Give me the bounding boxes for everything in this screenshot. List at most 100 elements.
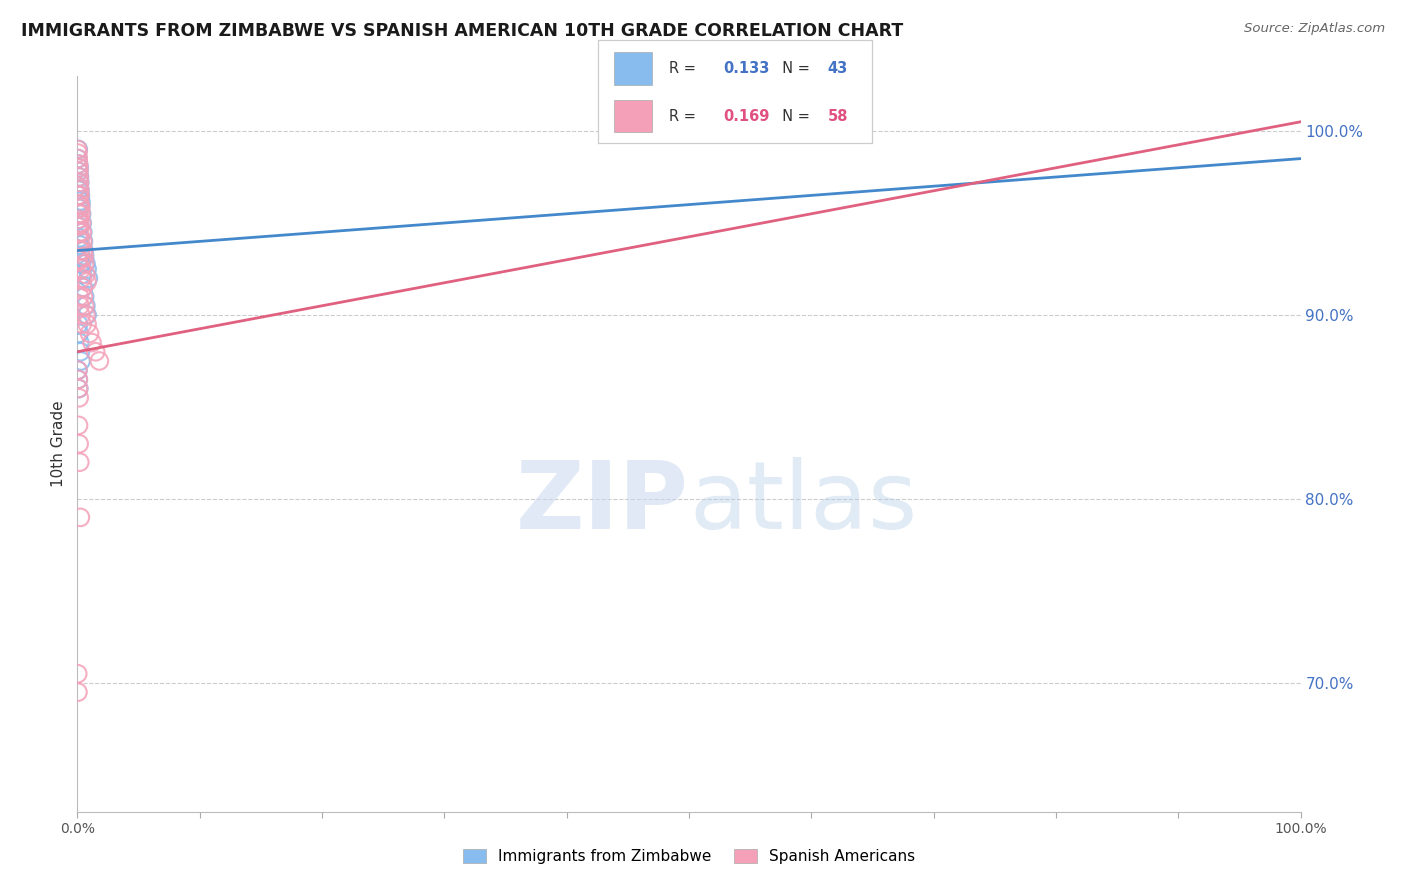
FancyBboxPatch shape [614,100,652,132]
Point [67,436,90,450]
Point [66,142,89,156]
Point [66,666,89,681]
Text: Source: ZipAtlas.com: Source: ZipAtlas.com [1244,22,1385,36]
Point [67,183,90,197]
Text: IMMIGRANTS FROM ZIMBABWE VS SPANISH AMERICAN 10TH GRADE CORRELATION CHART: IMMIGRANTS FROM ZIMBABWE VS SPANISH AMER… [21,22,903,40]
Point [72,280,94,294]
Point [67,372,90,386]
Point [67,207,90,221]
Point [67,252,90,267]
FancyBboxPatch shape [614,53,652,86]
Point [79,326,101,341]
Legend: Immigrants from Zimbabwe, Spanish Americans: Immigrants from Zimbabwe, Spanish Americ… [457,843,921,871]
Point [69,335,91,350]
Point [70,354,93,368]
Point [69,197,91,211]
Point [70,249,93,263]
Point [70,216,93,230]
Point [70,216,93,230]
Point [67,212,90,227]
Point [69,235,91,249]
Point [69,244,91,258]
Point [69,169,91,184]
Point [69,188,91,202]
Point [66,146,89,161]
Point [77,271,100,285]
Point [69,289,91,303]
Point [67,161,90,175]
Point [67,152,90,166]
Text: 58: 58 [828,109,848,124]
Point [84,344,107,359]
Point [67,161,90,175]
Point [67,169,90,184]
Point [69,455,91,469]
Point [70,207,93,221]
Point [66,685,89,699]
Point [70,197,93,211]
Point [66,152,89,166]
Point [69,230,91,244]
Point [67,382,90,396]
Point [67,216,90,230]
Point [67,212,90,227]
Point [69,225,91,239]
Text: atlas: atlas [689,457,917,549]
Point [70,271,93,285]
Point [76,275,98,289]
Point [67,391,90,405]
Point [66,179,89,194]
Point [76,317,98,331]
Point [69,183,91,197]
Point [67,372,90,386]
Point [70,268,93,282]
Point [75,308,97,322]
Text: 0.133: 0.133 [724,62,770,77]
Text: ZIP: ZIP [516,457,689,549]
Point [73,249,96,263]
Point [73,299,96,313]
Point [69,201,91,215]
Point [73,289,96,303]
Text: 43: 43 [828,62,848,77]
Point [67,418,90,433]
Text: N =: N = [773,109,814,124]
Point [67,157,90,171]
Text: R =: R = [669,109,700,124]
Point [69,344,91,359]
Point [70,256,93,270]
Point [72,244,94,258]
Point [70,207,93,221]
Text: 0.169: 0.169 [724,109,770,124]
Point [67,142,90,156]
Point [72,235,94,249]
Point [67,188,90,202]
Point [69,183,91,197]
Point [69,194,91,208]
Point [76,308,98,322]
Point [72,235,94,249]
Point [80,335,103,350]
Y-axis label: 10th Grade: 10th Grade [51,401,66,487]
Point [70,317,93,331]
Point [70,252,93,267]
Point [69,188,91,202]
Point [67,164,90,178]
Point [69,238,91,252]
Point [69,510,91,524]
Point [67,197,90,211]
Point [69,299,91,313]
Point [76,262,98,277]
Point [67,317,90,331]
Point [69,219,91,234]
Point [72,280,94,294]
Point [70,308,93,322]
Point [75,299,97,313]
Point [67,197,90,211]
Point [70,225,93,239]
Point [67,382,90,396]
Point [67,157,90,171]
Point [89,354,111,368]
Point [72,289,94,303]
Point [66,363,89,377]
